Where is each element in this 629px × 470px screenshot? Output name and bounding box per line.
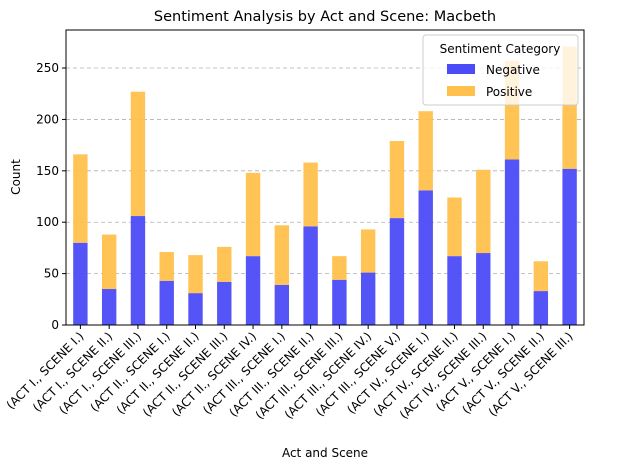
bar-positive	[389, 141, 405, 219]
y-tick-label: 150	[36, 164, 59, 178]
y-axis-label: Count	[9, 159, 23, 195]
x-axis: (ACT I., SCENE I.)(ACT I., SCENE II.)(AC…	[4, 325, 576, 422]
bar-negative	[217, 281, 232, 325]
bar-negative	[274, 284, 290, 325]
bar-negative	[418, 190, 433, 325]
bar-negative	[389, 218, 405, 325]
legend: Sentiment Category Negative Positive	[422, 34, 579, 106]
y-axis: 0 50 100 150 200 250	[36, 61, 66, 332]
bar-negative	[130, 216, 146, 325]
bar-positive	[73, 154, 88, 243]
plot-area-frame	[65, 29, 585, 326]
bar-positive	[360, 229, 376, 273]
bar-negative	[303, 226, 318, 325]
bar-negative	[360, 272, 376, 325]
legend-swatch-negative	[447, 64, 475, 74]
bar-positive	[101, 234, 117, 290]
legend-label-negative: Negative	[486, 63, 540, 77]
chart-title: Sentiment Analysis by Act and Scene: Mac…	[154, 9, 496, 25]
bar-positive	[447, 197, 462, 257]
bar-positive	[476, 169, 491, 254]
y-tick-label: 250	[36, 61, 59, 75]
y-tick-label: 0	[51, 318, 59, 332]
legend-label-positive: Positive	[486, 85, 532, 99]
y-tick-label: 100	[36, 215, 59, 229]
bar-positive	[332, 256, 347, 280]
bar-positive	[188, 255, 203, 294]
legend-title: Sentiment Category	[440, 42, 561, 56]
bar-negative	[562, 168, 577, 325]
bar-negative	[188, 293, 203, 325]
bar-positive	[245, 172, 261, 257]
bar-positive	[418, 111, 433, 191]
bar-positive	[130, 91, 146, 217]
y-tick-label: 200	[36, 112, 59, 126]
bar-positive	[217, 246, 232, 282]
bar-negative	[447, 256, 462, 325]
y-tick-label: 50	[44, 267, 59, 281]
bar-positive	[303, 162, 318, 227]
bar-negative	[476, 253, 491, 325]
bar-positive	[533, 261, 549, 292]
bar-positive	[159, 252, 174, 281]
y-gridlines	[66, 67, 584, 275]
bar-negative	[332, 279, 347, 325]
x-axis-label: Act and Scene	[282, 446, 368, 460]
bar-negative	[101, 289, 117, 325]
bar-negative	[159, 280, 174, 325]
bars	[73, 46, 577, 325]
bar-negative	[73, 242, 88, 325]
legend-swatch-positive	[447, 86, 475, 96]
bar-positive	[274, 225, 290, 285]
bar-negative	[533, 291, 549, 325]
bar-negative	[245, 256, 261, 325]
bar-negative	[504, 159, 520, 325]
